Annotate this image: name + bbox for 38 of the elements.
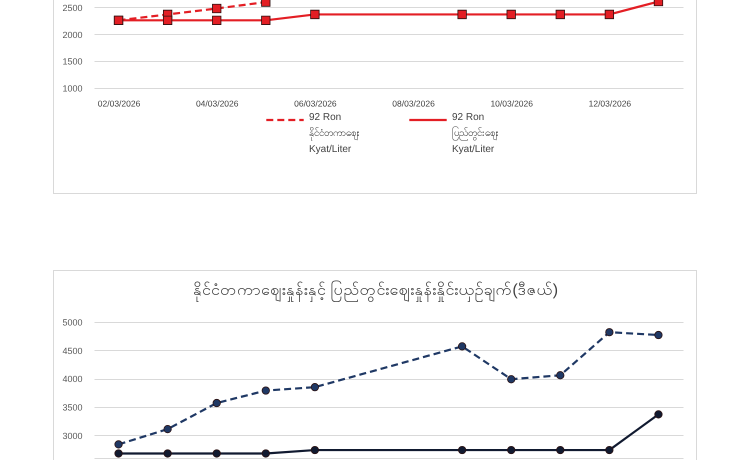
y-tick-label: 4500 bbox=[62, 346, 82, 356]
point bbox=[507, 375, 516, 384]
y-tick-label: 2500 bbox=[62, 2, 82, 13]
point bbox=[556, 446, 564, 454]
point bbox=[114, 449, 123, 458]
point bbox=[164, 449, 172, 458]
x-tick-label: 08/03/2026 bbox=[392, 98, 436, 108]
point bbox=[458, 446, 466, 454]
x-tick-label: 02/03/2026 bbox=[98, 98, 141, 108]
legend-label: 92 Ron နိုင်ငံတကာဈေး Kyat/Liter bbox=[309, 112, 360, 155]
point bbox=[114, 440, 123, 448]
point bbox=[458, 342, 466, 350]
y-tick-label: 5000 bbox=[62, 318, 82, 328]
point bbox=[556, 371, 564, 380]
y-tick-label: 1500 bbox=[62, 56, 82, 67]
chart-title: နိုင်ငံတကာဈေးနှုန်းနှင့် ပြည်တွင်းဈေးနှုန်းနှိုင်းယှဉ်ချက်(ဒီဇယ်) bbox=[192, 280, 558, 302]
y-tick-label: 2000 bbox=[62, 30, 82, 40]
x-tick-label: 12/03/2026 bbox=[588, 98, 632, 108]
point bbox=[212, 449, 221, 458]
point bbox=[310, 383, 319, 392]
y-tick-label: 3000 bbox=[62, 430, 82, 441]
point bbox=[507, 446, 516, 454]
point bbox=[310, 446, 319, 454]
y-tick-label: 3500 bbox=[62, 402, 82, 412]
x-tick-label: 10/03/2026 bbox=[490, 98, 534, 108]
point bbox=[654, 410, 663, 418]
point bbox=[262, 449, 270, 458]
point bbox=[212, 398, 221, 408]
x-tick-label: 06/03/2026 bbox=[294, 98, 337, 108]
point bbox=[605, 446, 614, 454]
point bbox=[654, 330, 663, 340]
y-tick-label: 1000 bbox=[62, 84, 82, 94]
point bbox=[164, 425, 172, 434]
point bbox=[605, 328, 614, 336]
y-tick-label: 4000 bbox=[62, 374, 82, 384]
legend-label: 92 Ron ပြည်တွင်းဈေး Kyat/Liter bbox=[452, 112, 499, 155]
x-tick-label: 04/03/2026 bbox=[196, 98, 239, 108]
point bbox=[262, 386, 270, 395]
